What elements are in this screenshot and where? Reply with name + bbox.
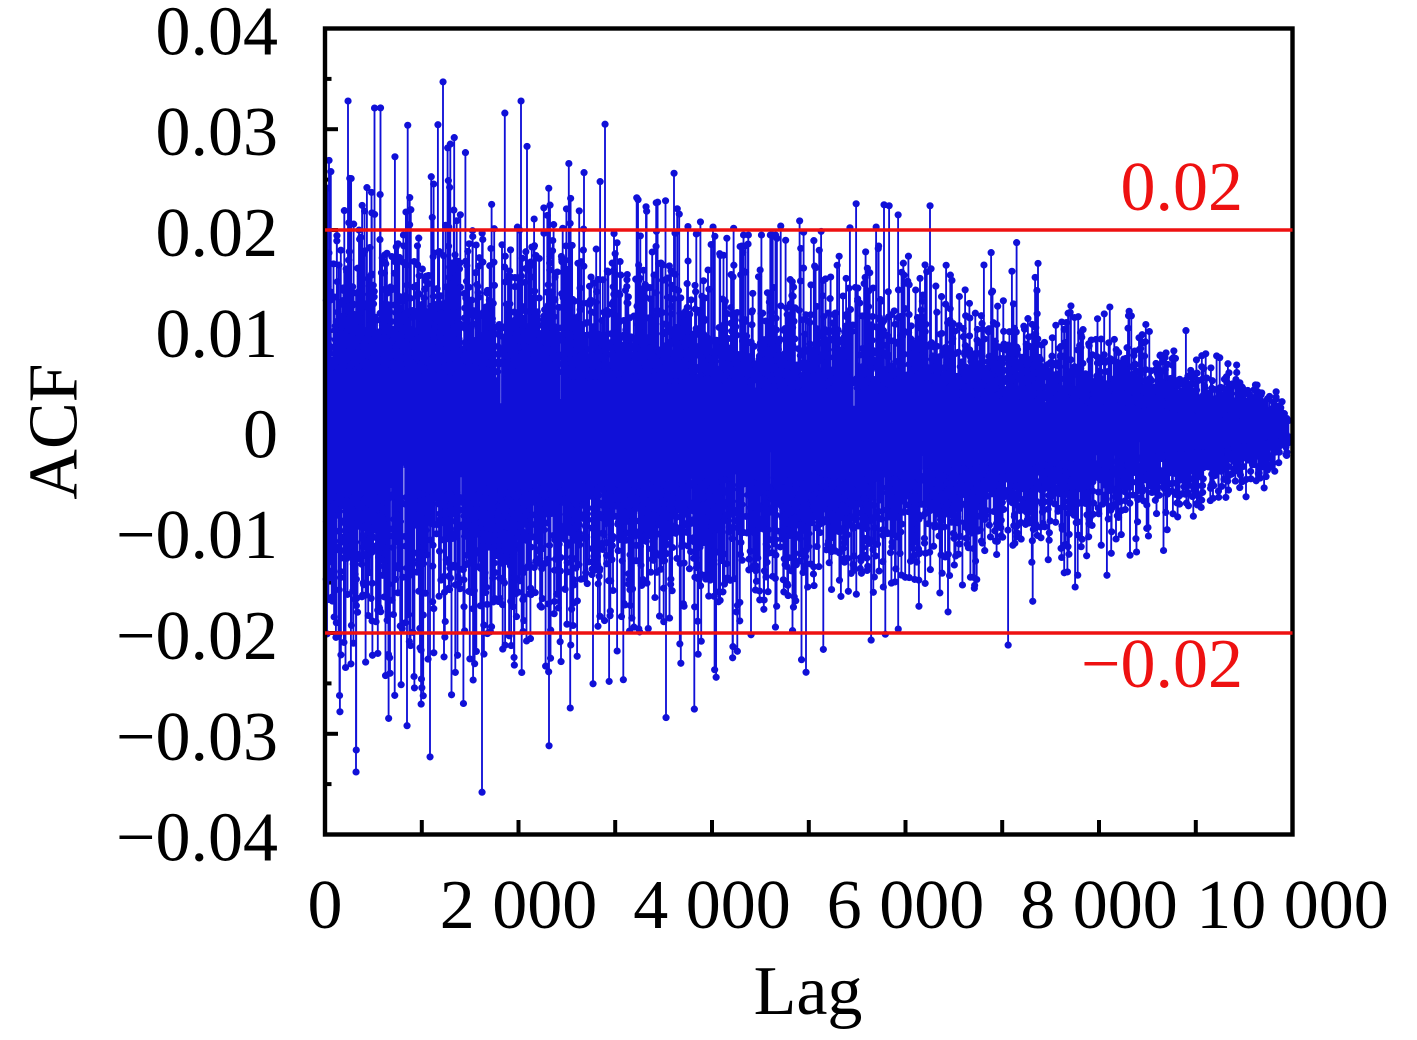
svg-text:−0.04: −0.04 bbox=[116, 800, 278, 877]
svg-text:−0.01: −0.01 bbox=[116, 497, 278, 574]
svg-text:4 000: 4 000 bbox=[633, 867, 791, 944]
svg-text:ACF: ACF bbox=[16, 363, 93, 499]
svg-text:0.01: 0.01 bbox=[156, 296, 279, 373]
svg-text:0.02: 0.02 bbox=[1121, 149, 1244, 226]
svg-text:0.04: 0.04 bbox=[156, 0, 279, 71]
svg-text:8 000: 8 000 bbox=[1020, 867, 1178, 944]
svg-text:0.02: 0.02 bbox=[156, 195, 279, 272]
svg-text:0: 0 bbox=[308, 867, 343, 944]
svg-text:2 000: 2 000 bbox=[440, 867, 598, 944]
svg-text:6 000: 6 000 bbox=[827, 867, 985, 944]
svg-text:Lag: Lag bbox=[754, 953, 863, 1030]
svg-text:−0.02: −0.02 bbox=[116, 598, 278, 675]
svg-text:0.03: 0.03 bbox=[156, 94, 279, 171]
svg-text:0: 0 bbox=[243, 397, 278, 474]
svg-text:10 000: 10 000 bbox=[1196, 867, 1389, 944]
svg-text:−0.02: −0.02 bbox=[1081, 626, 1243, 703]
svg-text:−0.03: −0.03 bbox=[116, 699, 278, 776]
